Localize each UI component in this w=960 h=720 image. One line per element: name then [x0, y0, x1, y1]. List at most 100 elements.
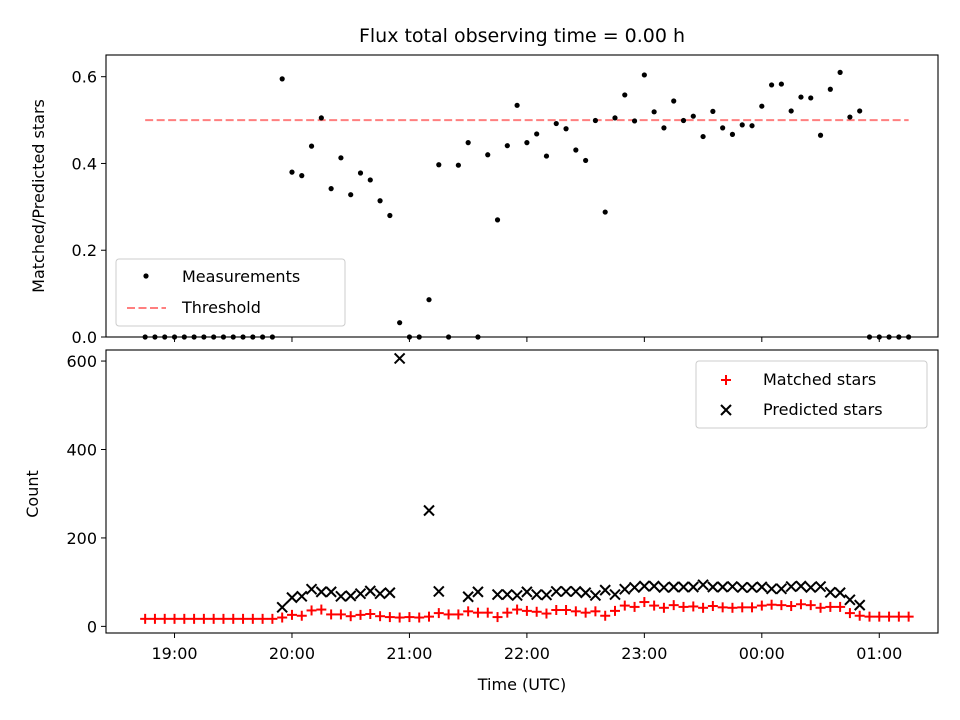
predicted-star-point [344, 590, 357, 602]
matched-star-point [140, 613, 151, 624]
matched-star-point [600, 610, 611, 621]
measurement-point [494, 217, 501, 223]
predicted-star-point [472, 586, 484, 598]
predicted-star-point [677, 581, 690, 593]
measurement-point [788, 108, 794, 114]
predicted-star-point [364, 585, 376, 597]
measurement-point [357, 170, 364, 176]
matched-star-point [815, 602, 826, 613]
measurement-point [710, 108, 716, 114]
matched-star-point [717, 602, 728, 613]
predicted-star-point [619, 583, 631, 595]
measurement-point [367, 177, 373, 183]
measurement-point [631, 118, 638, 124]
predicted-star-point [814, 580, 827, 593]
matched-star-point [365, 608, 376, 619]
matched-star-point [443, 609, 454, 620]
predicted-star-point [540, 589, 553, 601]
measurement-point [661, 125, 667, 131]
measurement-point [817, 132, 824, 138]
predicted-star-point [462, 591, 474, 603]
measurement-point [426, 297, 432, 303]
matched-star-point [463, 606, 474, 617]
predicted-star-point [354, 587, 367, 600]
matched-star-point [649, 600, 660, 611]
measurement-point [592, 117, 599, 124]
matched-star-point [502, 607, 513, 618]
legend-measurements-label: Measurements [182, 267, 300, 286]
predicted-star-point [501, 588, 514, 601]
matched-star-point [903, 611, 914, 622]
predicted-star-point [491, 588, 504, 601]
matched-star-point [893, 611, 904, 622]
measurement-point [749, 123, 755, 129]
predicted-star-point [707, 581, 719, 593]
predicted-star-point [433, 585, 445, 598]
matched-star-point [355, 609, 366, 620]
predicted-star-point [648, 580, 660, 592]
matched-star-point [482, 607, 493, 618]
matched-star-point [668, 600, 679, 611]
predicted-star-point [286, 591, 298, 604]
x-tick-label: 01:00 [856, 644, 902, 663]
predicted-star-point [521, 586, 533, 598]
legend-matched-marker [721, 375, 731, 385]
measurement-point [798, 94, 804, 100]
predicted-star-point [785, 580, 797, 593]
measurement-point [808, 95, 814, 101]
predicted-star-point [550, 585, 562, 598]
bottom-y-ticks: 0 200 400 600 [66, 352, 106, 636]
matched-star-point [179, 613, 190, 624]
measurement-point [543, 153, 550, 159]
matched-star-point [756, 600, 767, 611]
measurement-point [397, 320, 403, 326]
matched-star-point [825, 601, 836, 612]
measurement-point [377, 198, 383, 204]
predicted-star-point [579, 587, 592, 599]
matched-star-point [805, 600, 816, 611]
measurement-point [857, 108, 863, 114]
measurement-point [465, 140, 471, 146]
matched-star-point [590, 606, 601, 617]
legend-predicted-label: Predicted stars [763, 400, 883, 419]
predicted-star-point [335, 590, 347, 603]
predicted-star-point [775, 583, 788, 595]
bottom-legend-box [695, 360, 928, 429]
predicted-star-point [746, 581, 758, 594]
matched-star-point [580, 607, 591, 618]
x-tick-label: 20:00 [269, 644, 315, 663]
chart-title: Flux total observing time = 0.00 h [359, 25, 685, 47]
measurement-point [612, 115, 618, 121]
measurement-point [455, 162, 461, 168]
matched-star-point [414, 612, 425, 623]
measurement-point [827, 86, 833, 92]
matched-star-point [864, 611, 875, 622]
matched-star-point [404, 612, 415, 623]
matched-star-point [541, 608, 552, 619]
predicted-star-point [844, 594, 856, 606]
bottom-y-tick-label: 400 [66, 440, 97, 459]
measurement-point [514, 102, 520, 108]
matched-star-point [326, 609, 337, 620]
matched-star-point [521, 605, 532, 616]
measurement-point [690, 113, 696, 119]
measurement-point [769, 82, 775, 88]
predicted-star-point [853, 599, 866, 611]
matched-star-point [727, 602, 738, 613]
matched-star-point [159, 613, 170, 624]
measurement-point [729, 131, 736, 137]
predicted-star-point [736, 581, 748, 594]
predicted-star-point [668, 581, 680, 593]
bottom-y-tick-label: 0 [87, 617, 97, 636]
x-tick-label: 19:00 [151, 644, 197, 663]
predicted-star-point [570, 585, 582, 598]
predicted-star-point [687, 581, 700, 593]
matched-star-point [639, 597, 650, 608]
measurement-point [436, 162, 442, 168]
bottom-legend: Matched stars Predicted stars [695, 360, 928, 429]
matched-star-point [707, 601, 718, 612]
x-axis-label: Time (UTC) [477, 675, 566, 694]
predicted-star-point [393, 352, 406, 365]
matched-star-point [296, 610, 307, 621]
predicted-star-point [511, 589, 523, 602]
